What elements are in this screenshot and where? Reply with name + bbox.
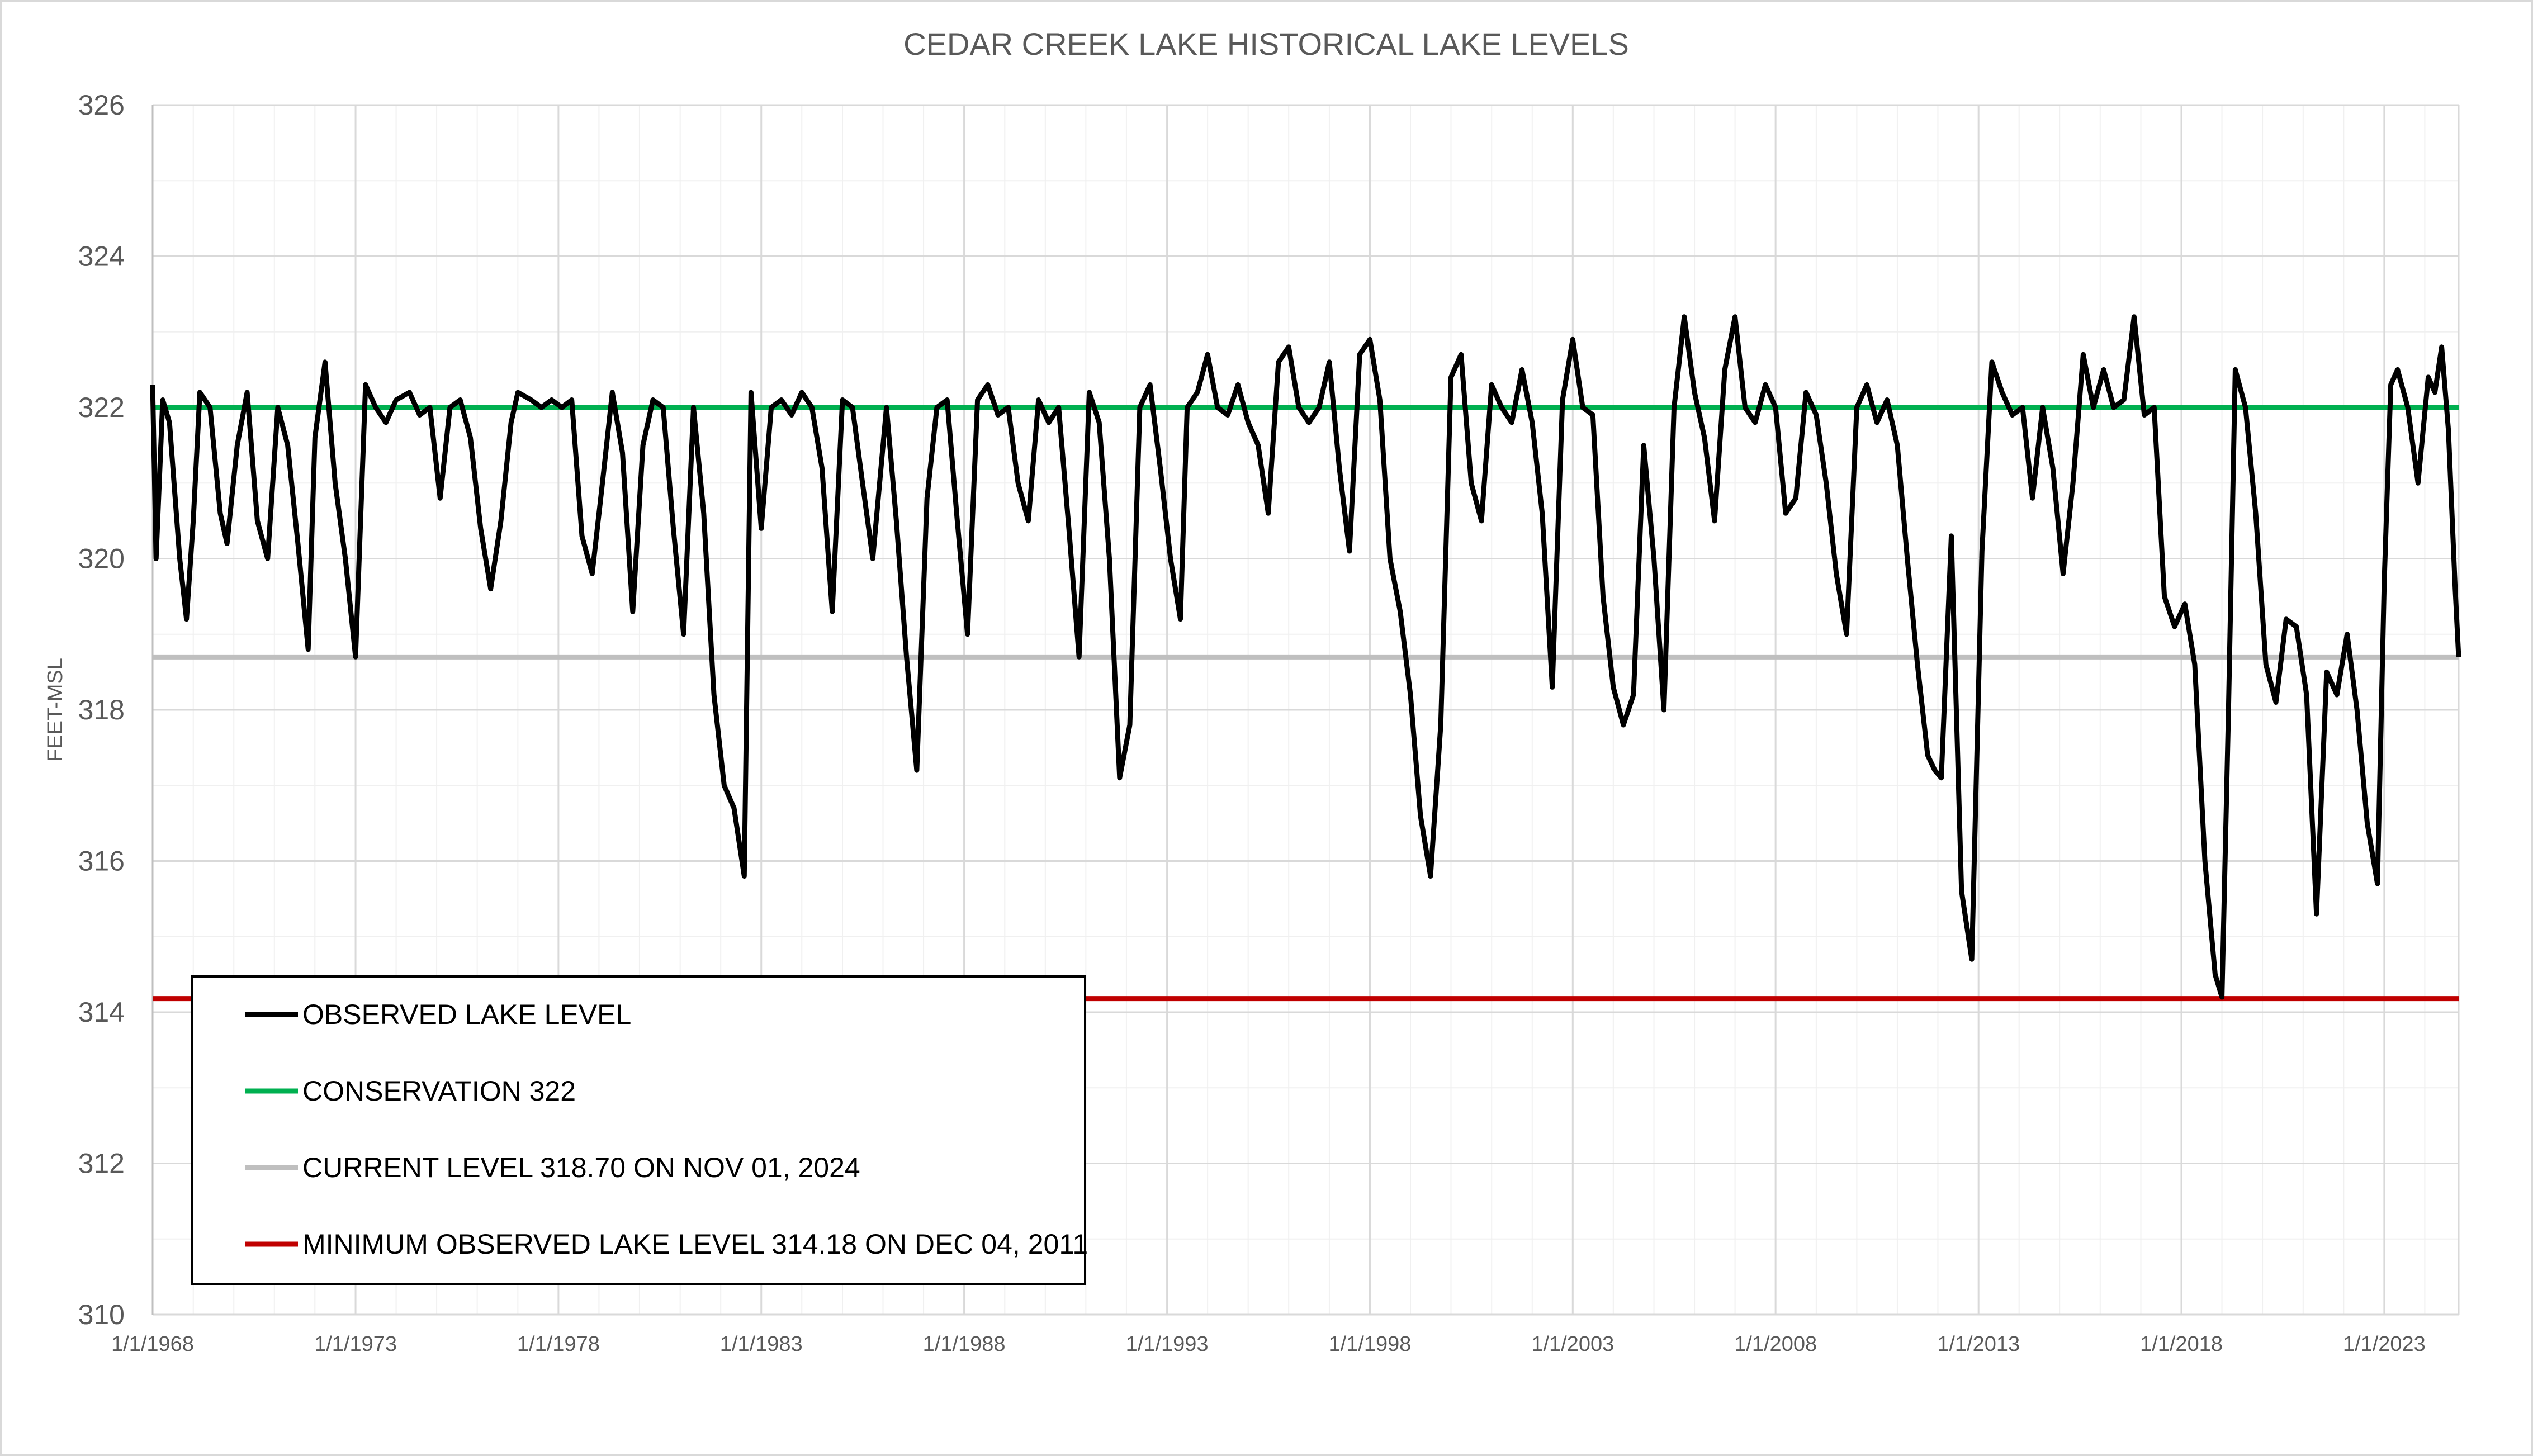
- y-tick-label: 320: [78, 543, 125, 575]
- legend-box: [191, 975, 1086, 1285]
- x-tick-label: 1/1/1968: [111, 1332, 194, 1356]
- x-tick-label: 1/1/2008: [1734, 1332, 1817, 1356]
- x-tick-labels: 1/1/1968 1/1/1973 1/1/1978 1/1/1983 1/1/1988…: [111, 1332, 2426, 1356]
- legend-label-0: OBSERVED LAKE LEVEL: [302, 999, 631, 1030]
- x-tick-label: 1/1/2023: [2343, 1332, 2426, 1356]
- y-tick-label: 326: [78, 89, 125, 121]
- x-tick-label: 1/1/2018: [2140, 1332, 2223, 1356]
- x-tick-label: 1/1/2003: [1531, 1332, 1614, 1356]
- x-tick-label: 1/1/1993: [1126, 1332, 1209, 1356]
- legend-label-3: MINIMUM OBSERVED LAKE LEVEL 314.18 ON DE…: [302, 1229, 1088, 1260]
- series-group: [150, 314, 2461, 1000]
- x-tick-label: 1/1/1973: [314, 1332, 397, 1356]
- y-tick-label: 324: [78, 241, 125, 272]
- y-tick-labels: 310 312 314 316 318 320 322 324 326: [78, 89, 125, 1330]
- x-tick-label: 1/1/1978: [517, 1332, 600, 1356]
- series-line-0: [150, 314, 2461, 1000]
- y-axis-label: FEET-MSL: [44, 658, 67, 762]
- y-tick-label: 310: [78, 1299, 125, 1330]
- chart-title: CEDAR CREEK LAKE HISTORICAL LAKE LEVELS: [903, 26, 1629, 61]
- legend: OBSERVED LAKE LEVEL CONSERVATION 322 CURRE…: [191, 975, 1088, 1285]
- x-tick-label: 1/1/2013: [1937, 1332, 2020, 1356]
- y-tick-label: 314: [78, 997, 125, 1028]
- x-tick-label: 1/1/1983: [720, 1332, 803, 1356]
- legend-label-1: CONSERVATION 322: [302, 1075, 576, 1107]
- y-tick-label: 316: [78, 846, 125, 877]
- x-tick-label: 1/1/1998: [1328, 1332, 1411, 1356]
- x-tick-label: 1/1/1988: [923, 1332, 1006, 1356]
- legend-label-2: CURRENT LEVEL 318.70 ON NOV 01, 2024: [302, 1152, 860, 1183]
- reference-lines: [153, 405, 2459, 1002]
- y-tick-label: 312: [78, 1148, 125, 1179]
- y-tick-label: 318: [78, 694, 125, 725]
- y-tick-label: 322: [78, 392, 125, 423]
